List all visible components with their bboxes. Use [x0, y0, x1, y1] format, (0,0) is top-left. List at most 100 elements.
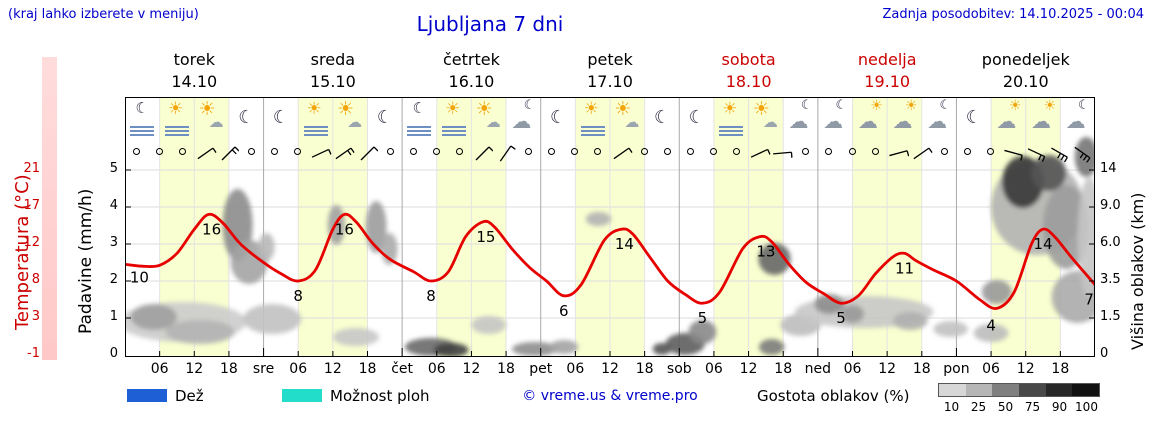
cloud-glyph: ☁ — [1065, 109, 1086, 133]
x-axis-label: 12 — [739, 361, 758, 377]
last-update-text: Zadnja posodobitev: 14.10.2025 - 00:04 — [882, 7, 1144, 22]
cloud-scale-segment — [965, 384, 993, 396]
wind-barb-icon — [613, 147, 633, 160]
x-axis-label: 18 — [358, 361, 377, 377]
temp-curve-label: 4 — [986, 317, 996, 335]
x-axis-label: 12 — [601, 361, 619, 377]
sun-glyph: ☀ — [870, 98, 883, 114]
cloud-glyph: ☁ — [788, 109, 809, 133]
x-axis-label: 18 — [220, 361, 238, 377]
precip-ticks-value: 3 — [109, 235, 118, 250]
x-axis-label: 06 — [289, 361, 308, 377]
cloud-density-legend-label: Gostota oblakov (%) — [757, 387, 910, 405]
moon-glyph: ☾ — [135, 99, 149, 117]
cloud-moon-icon: ☾ ☁ — [1061, 99, 1095, 143]
moon-glyph: ☾ — [965, 107, 982, 128]
day-name: petek — [587, 50, 633, 69]
x-axis-label: 06 — [705, 361, 723, 377]
x-axis-label: 18 — [635, 361, 654, 377]
temp-curve-label: 11 — [895, 259, 914, 277]
wind-calm-icon — [248, 148, 256, 155]
moon-glyph: ☾ — [1078, 98, 1090, 113]
cloud-ticks-value: 9.0 — [1100, 198, 1121, 213]
sun-glyph: ☀ — [1043, 98, 1057, 114]
wind-barb-icon — [475, 146, 493, 161]
wind-calm-icon — [571, 148, 579, 155]
moon-glyph: ☾ — [835, 98, 848, 113]
cloud-ticks-value: 0 — [1100, 346, 1109, 361]
moon-icon: ☾ — [264, 99, 298, 143]
cloud-scale-label: 25 — [970, 400, 987, 414]
wind-calm-icon — [802, 148, 810, 155]
day-name: nedelja — [857, 50, 917, 69]
cloud-scale-label: 50 — [997, 400, 1014, 414]
fog-sun-icon: ☀ — [299, 99, 333, 143]
sun-glyph: ☀ — [475, 98, 493, 120]
wind-barb-icon — [312, 148, 332, 158]
cloud-scale-label: 100 — [1075, 400, 1098, 414]
x-axis-label: 12 — [462, 361, 481, 377]
cloud-scale-segment — [939, 384, 966, 396]
sun-glyph: ☀ — [167, 99, 184, 119]
wind-barb-icon — [1051, 147, 1069, 163]
wind-calm-icon — [548, 148, 556, 155]
wind-barb-icon — [773, 151, 793, 158]
wind-calm-icon — [640, 148, 648, 155]
cloud-moon-icon: ☾ ☁ — [506, 99, 540, 143]
cloud-ticks-value: 3.5 — [1100, 272, 1121, 287]
temp-curve-label: 14 — [615, 235, 634, 253]
wind-barb-icon — [499, 145, 516, 162]
cloud-scale-segment — [1045, 384, 1073, 396]
credit-link[interactable]: © vreme.us & vreme.pro — [522, 388, 698, 404]
cloud-scale-segment — [1072, 384, 1100, 396]
day-headers: torek 14.10 sreda 15.10 četrtek 16.10 petek 17.… — [125, 50, 1095, 91]
moon-glyph: ☾ — [939, 98, 952, 113]
sun-glyph: ☀ — [583, 99, 599, 119]
x-axis-label: čet — [391, 361, 414, 377]
showers-legend-swatch — [282, 389, 322, 402]
cloud-scale-label: 75 — [1024, 400, 1041, 414]
moon-glyph: ☾ — [523, 98, 536, 113]
moon-glyph: ☾ — [688, 107, 705, 128]
precip-ticks-value: 0 — [109, 346, 118, 361]
wind-calm-icon — [294, 148, 302, 155]
cloud-glyph: ☁ — [823, 109, 844, 133]
temp-ticks-value: -1 — [27, 346, 40, 361]
fog-lines — [719, 124, 744, 138]
temp-curve-label: 5 — [836, 309, 846, 327]
cloud-glyph: ☁ — [927, 109, 948, 133]
axis-tick-marks — [126, 169, 1094, 356]
weather-icons-row: ☾ ☀ ☀ ☁ ☾ ☾ ☀ ☀ ☁ ☾ ☾ ☀ ☀ ☁ ☾ ☁ ☾ ☀ ☀ ☁ ☾ ☾ ☀ ☀ ☁ ☾ ☁ ☾ ☁ ☀ ☁ ☀ ☁ ☾ ☁ ☾ ☀ ☁ ☀ ☁… — [125, 99, 1095, 143]
x-axis-label: 18 — [497, 361, 515, 377]
sun-glyph: ☀ — [306, 99, 322, 119]
wind-barb-icon — [335, 147, 356, 160]
showers-legend-label: Možnost ploh — [330, 387, 430, 405]
cloud-glyph: ☁ — [511, 109, 532, 133]
wind-barb-icon — [360, 146, 378, 161]
cloud-height-axis-label: Višina oblakov (km) — [1128, 192, 1147, 350]
moon-icon: ☾ — [957, 99, 991, 143]
moon-glyph: ☾ — [376, 107, 393, 128]
cloud-ticks-value: 14 — [1100, 161, 1117, 176]
x-axis-label: pon — [943, 361, 970, 377]
cloud-density-scale — [938, 383, 1100, 397]
x-axis-label: 06 — [566, 361, 585, 377]
wind-barb-icon — [221, 146, 239, 161]
cloud-moon-icon: ☾ ☁ — [784, 99, 818, 143]
day-date: 17.10 — [587, 72, 633, 91]
day-header-torek: torek 14.10 — [125, 50, 264, 91]
day-header-nedelja: nedelja 19.10 — [818, 50, 957, 91]
cloud-ticks-value: 1.5 — [1100, 309, 1121, 324]
wind-calm-icon — [871, 148, 879, 155]
location-hint: (kraj lahko izberete v meniju) — [8, 7, 199, 22]
x-axis-label: 12 — [1016, 361, 1035, 377]
wind-symbols-row — [125, 143, 1095, 163]
wind-calm-icon — [686, 148, 694, 155]
cloud-glyph: ☁ — [485, 113, 501, 131]
time-axis-labels: 06 12 18 sre 06 12 18 čet 06 12 18 pet 06 12 18 sob 06 12… — [125, 361, 1095, 379]
temperature-value-labels: 10 16 8 16 8 15 6 14 5 13 5 11 4 14 7 — [130, 220, 1094, 334]
wind-calm-icon — [709, 148, 717, 155]
wind-barb-icon — [1074, 146, 1091, 163]
x-axis-label: 12 — [323, 361, 342, 377]
